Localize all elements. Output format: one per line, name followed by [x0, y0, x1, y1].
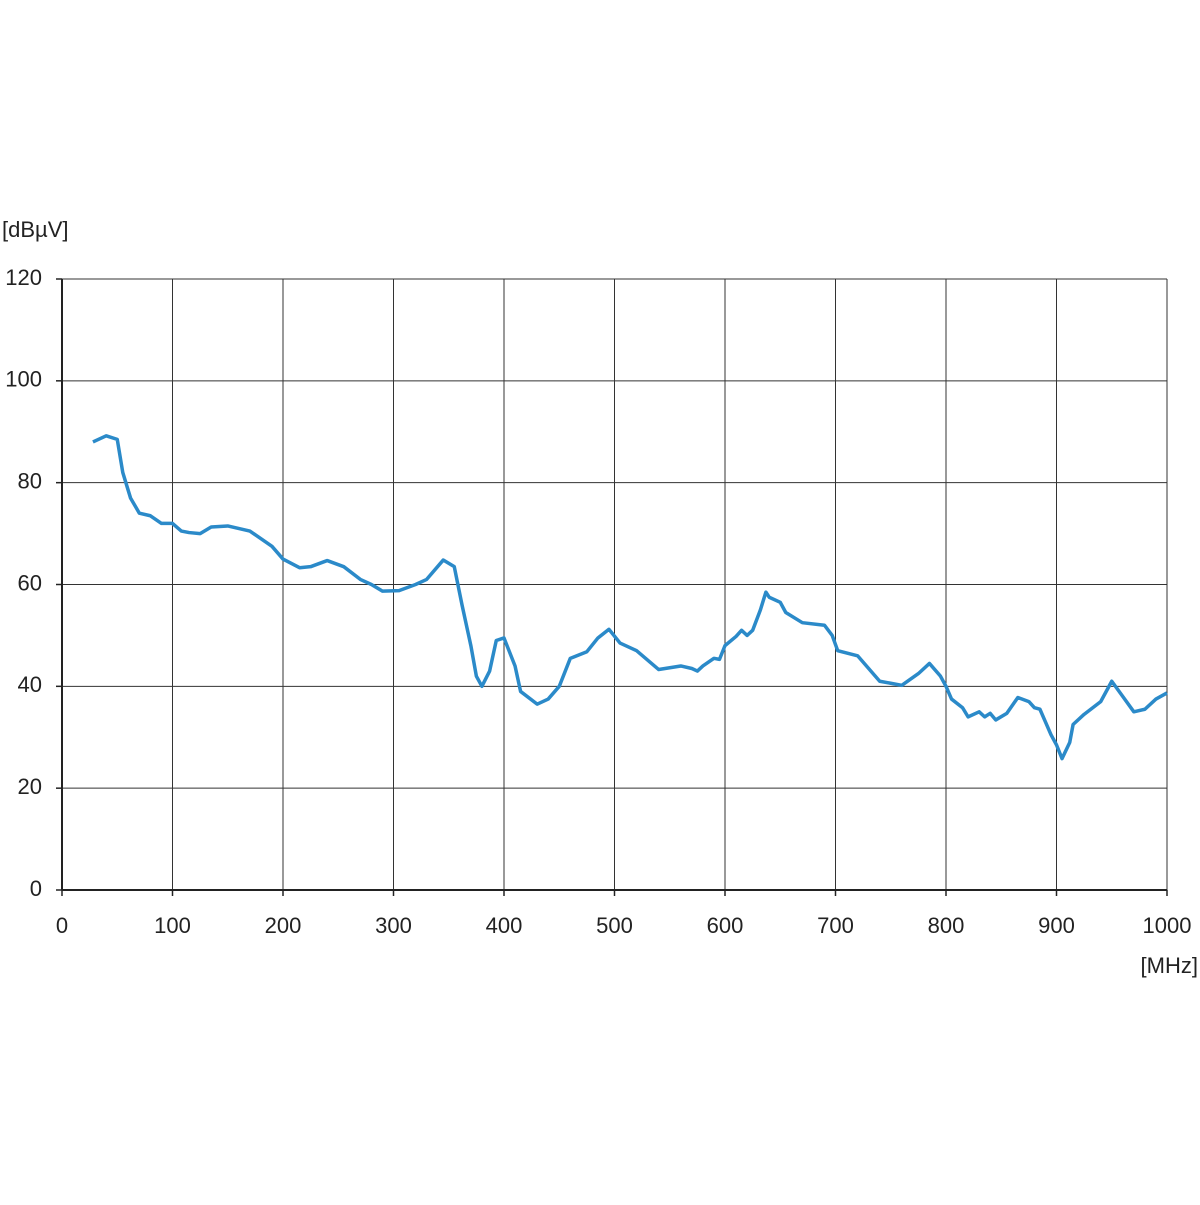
y-tick-label: 120 [5, 265, 42, 290]
data-line [92, 434, 1168, 761]
y-tick-label: 80 [18, 468, 42, 493]
x-tick-label: 100 [154, 913, 191, 938]
x-tick-label: 800 [928, 913, 965, 938]
x-tick-label: 1000 [1143, 913, 1192, 938]
y-tick-label: 0 [30, 876, 42, 901]
x-tick-label: 300 [375, 913, 412, 938]
x-tick-label: 500 [596, 913, 633, 938]
y-tick-label: 60 [18, 570, 42, 595]
y-tick-label: 20 [18, 774, 42, 799]
x-tick-label: 700 [817, 913, 854, 938]
y-tick-label: 40 [18, 672, 42, 697]
x-axis-label: [MHz] [1141, 953, 1198, 978]
x-tick-label: 0 [56, 913, 68, 938]
y-tick-label: 100 [5, 367, 42, 392]
x-tick-label: 200 [265, 913, 302, 938]
y-axis-label: [dBµV] [2, 217, 68, 242]
x-tick-label: 400 [486, 913, 523, 938]
x-tick-label: 900 [1038, 913, 1075, 938]
x-tick-label: 600 [707, 913, 744, 938]
